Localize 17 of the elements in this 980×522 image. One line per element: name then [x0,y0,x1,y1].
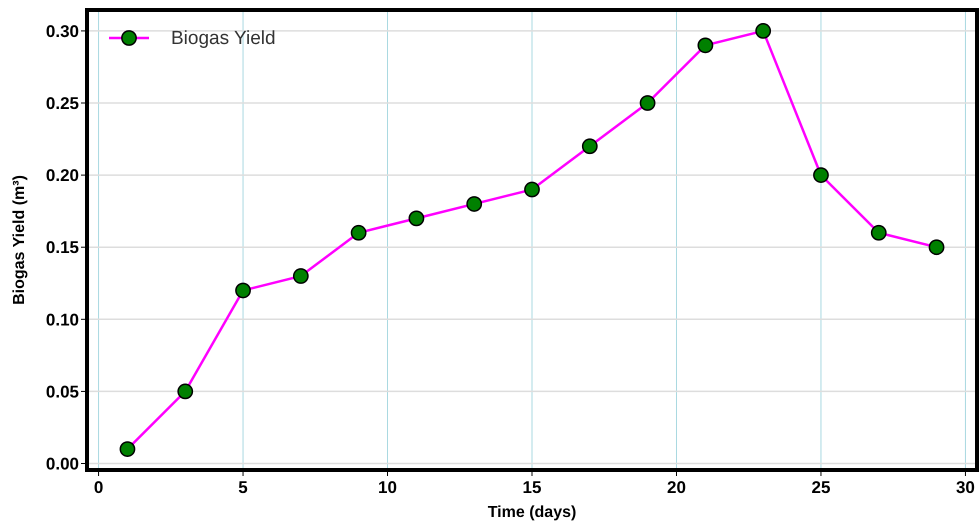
legend-label: Biogas Yield [171,28,276,49]
x-tick-label: 15 [522,478,542,497]
x-axis-title: Time (days) [488,504,576,521]
x-tick-label: 10 [378,478,397,497]
y-tick-label: 0.25 [46,94,79,114]
y-tick-label: 0.10 [46,310,79,330]
y-tick-label: 0.30 [46,22,79,41]
y-tick-label: 0.05 [46,382,79,402]
x-tick-label: 20 [667,478,686,497]
x-tick-label: 25 [812,478,830,497]
x-tick-label: 30 [956,478,975,497]
y-tick-label: 0.00 [46,454,79,474]
y-tick-label: 0.20 [46,166,79,186]
x-tick-label: 5 [238,478,248,497]
y-tick-label: 0.15 [46,238,79,258]
x-tick-label: 0 [94,478,104,497]
y-axis-title: Biogas Yield (m³) [11,175,28,305]
